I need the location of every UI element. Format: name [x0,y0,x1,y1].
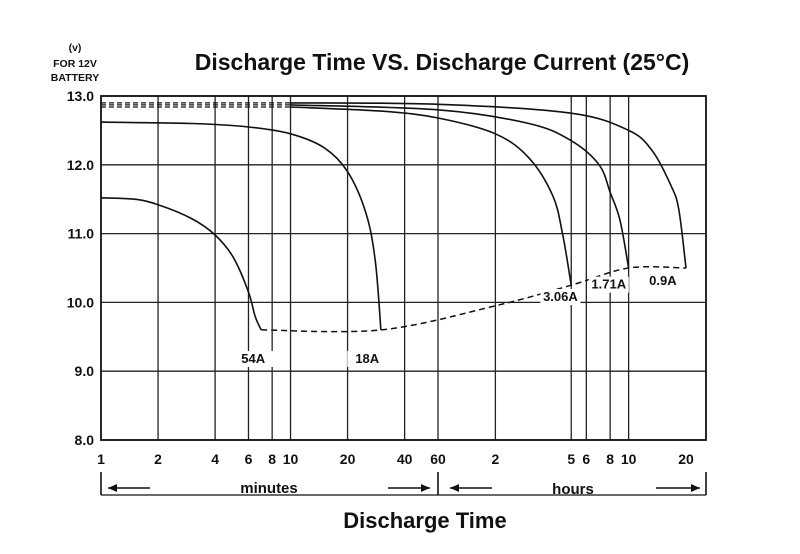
x-tick-label-hours: 8 [606,451,614,467]
y-tick-label: 9.0 [75,363,95,379]
x-tick-label-minutes: 60 [430,451,446,467]
y-tick-label: 10.0 [67,294,94,310]
y-axis-label-unit: (v) [69,42,82,54]
y-tick-label: 11.0 [68,226,95,242]
series-1.71A-line [290,104,630,269]
series-3.06A-line [290,106,572,286]
hours-right-arrow-head [691,484,700,492]
curve-label-54A: 54A [241,351,265,366]
x-tick-label-hours: 20 [678,451,694,467]
x-tick-label-minutes: 2 [154,451,162,467]
curve-label-bg [540,289,581,306]
plot-frame [100,95,707,441]
grid [100,95,707,441]
curve-label-bg [588,276,629,293]
hours-left-arrow-head [450,484,459,492]
curve-label-bg [347,350,388,367]
curve-labels: 54A 18A 3.06A 1.71A 0.9A [233,273,683,367]
series-18A-line [100,121,382,330]
discharge-curves [100,102,687,333]
x-axis-title: Discharge Time [343,508,506,533]
x-tick-label-hours: 2 [491,451,499,467]
x-tick-label-hours: 6 [582,451,590,467]
curve-label-18A: 18A [355,351,379,366]
x-tick-label-minutes: 10 [283,451,299,467]
x-tick-label-minutes: 4 [211,451,219,467]
unit-brackets: minutes hours [100,472,707,498]
x-tick-label-minutes: 40 [397,451,413,467]
curve-label-bg [233,350,274,367]
hours-label: hours [552,481,594,498]
minutes-left-arrow-head [108,484,117,492]
x-tick-label-minutes: 20 [340,451,356,467]
y-tick-label: 12.0 [67,157,94,173]
y-tick-label: 13.0 [67,88,94,104]
x-tick-label-minutes: 1 [97,451,105,467]
x-tick-label-hours: 10 [621,451,637,467]
series-0.9A-line [290,102,687,269]
curve-label-3.06A: 3.06A [543,289,578,304]
curve-label-1.71A: 1.71A [591,277,626,292]
curve-label-bg [642,273,683,290]
end-voltage-line [261,265,687,333]
y-axis-label-line2: FOR 12V [53,58,97,70]
curve-label-0.9A: 0.9A [649,273,677,288]
series-54A-line [100,197,262,331]
chart-title: Discharge Time VS. Discharge Current (25… [195,49,690,75]
y-tick-label: 8.0 [75,432,95,448]
x-tick-label-minutes: 8 [268,451,276,467]
x-tick-label-hours: 5 [567,451,575,467]
minutes-right-arrow-head [421,484,430,492]
x-tick-label-minutes: 6 [245,451,253,467]
tick-labels: 8.09.010.011.012.013.01 2 4 6 8 10 20 40 60 2 5 6 8 1… [67,88,694,467]
y-axis-label-line3: BATTERY [51,72,99,84]
minutes-label: minutes [240,480,298,497]
